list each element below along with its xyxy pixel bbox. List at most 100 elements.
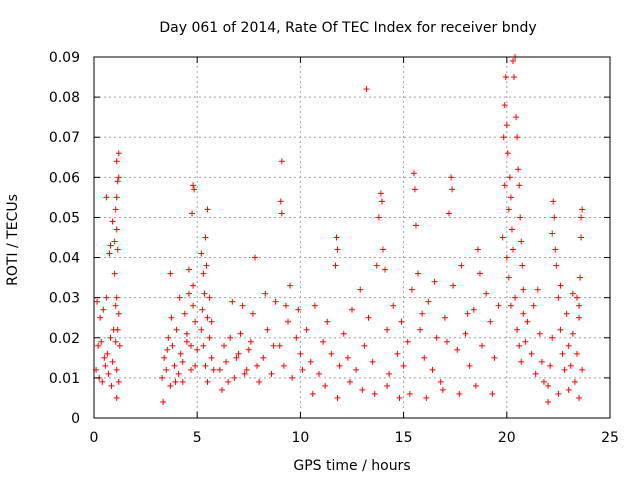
data-point bbox=[204, 314, 211, 321]
data-point bbox=[522, 338, 529, 345]
data-point bbox=[189, 210, 196, 217]
data-point bbox=[454, 346, 461, 353]
data-point bbox=[371, 390, 378, 397]
data-point bbox=[359, 386, 366, 393]
data-point bbox=[203, 262, 210, 269]
data-point bbox=[384, 382, 391, 389]
x-tick-label: 15 bbox=[395, 430, 413, 446]
data-point bbox=[297, 350, 304, 357]
data-point bbox=[333, 234, 340, 241]
data-point bbox=[550, 198, 557, 205]
data-point bbox=[264, 326, 271, 333]
data-point bbox=[95, 342, 102, 349]
data-point bbox=[320, 338, 327, 345]
data-point bbox=[199, 306, 206, 313]
data-point bbox=[307, 358, 314, 365]
data-point bbox=[489, 390, 496, 397]
data-point bbox=[221, 342, 228, 349]
data-point bbox=[194, 346, 201, 353]
data-point bbox=[103, 194, 110, 201]
data-point bbox=[419, 310, 426, 317]
data-point bbox=[97, 314, 104, 321]
data-point bbox=[518, 238, 525, 245]
data-point bbox=[406, 390, 413, 397]
data-point bbox=[165, 334, 172, 341]
data-point bbox=[357, 286, 364, 293]
data-point bbox=[386, 370, 393, 377]
data-point bbox=[109, 218, 116, 225]
data-point bbox=[559, 350, 566, 357]
data-point bbox=[577, 274, 584, 281]
data-point bbox=[509, 246, 516, 253]
data-point bbox=[375, 214, 382, 221]
data-point bbox=[552, 246, 559, 253]
data-point bbox=[479, 342, 486, 349]
data-point bbox=[160, 398, 167, 405]
y-tick-label: 0.01 bbox=[49, 371, 80, 387]
data-point bbox=[249, 310, 256, 317]
data-point bbox=[208, 318, 215, 325]
data-point bbox=[115, 378, 122, 385]
data-point bbox=[202, 362, 209, 369]
data-point bbox=[262, 290, 269, 297]
x-tick-label: 0 bbox=[90, 430, 99, 446]
data-point bbox=[208, 354, 215, 361]
data-point bbox=[517, 214, 524, 221]
data-point bbox=[538, 358, 545, 365]
data-point bbox=[425, 298, 432, 305]
data-point bbox=[303, 326, 310, 333]
data-point bbox=[390, 302, 397, 309]
data-point bbox=[289, 374, 296, 381]
data-point bbox=[190, 302, 197, 309]
data-point bbox=[334, 246, 341, 253]
data-point bbox=[293, 334, 300, 341]
data-point bbox=[243, 366, 250, 373]
data-point bbox=[545, 382, 552, 389]
data-point bbox=[500, 134, 507, 141]
data-point bbox=[578, 234, 585, 241]
data-point bbox=[94, 298, 101, 305]
data-point bbox=[113, 158, 120, 165]
data-point bbox=[245, 346, 252, 353]
data-point bbox=[309, 390, 316, 397]
data-point bbox=[167, 382, 174, 389]
data-point bbox=[344, 354, 351, 361]
data-point bbox=[511, 74, 518, 81]
data-point bbox=[400, 362, 407, 369]
data-point bbox=[280, 362, 287, 369]
data-point bbox=[462, 330, 469, 337]
data-point bbox=[183, 338, 190, 345]
data-point bbox=[200, 270, 207, 277]
data-point bbox=[569, 290, 576, 297]
data-point bbox=[277, 198, 284, 205]
data-point bbox=[287, 282, 294, 289]
data-point bbox=[98, 338, 105, 345]
data-point bbox=[113, 366, 120, 373]
data-point bbox=[276, 342, 283, 349]
data-point bbox=[501, 102, 508, 109]
data-point bbox=[114, 246, 121, 253]
y-tick-label: 0 bbox=[71, 411, 80, 427]
data-point bbox=[177, 350, 184, 357]
data-point bbox=[198, 326, 205, 333]
data-point bbox=[206, 294, 213, 301]
data-point bbox=[433, 334, 440, 341]
data-point bbox=[503, 122, 510, 129]
data-point bbox=[417, 326, 424, 333]
chart-title: Day 061 of 2014, Rate Of TEC Index for r… bbox=[159, 20, 536, 36]
data-point bbox=[185, 266, 192, 273]
data-point bbox=[254, 362, 261, 369]
data-point bbox=[115, 150, 122, 157]
data-point bbox=[571, 378, 578, 385]
data-point bbox=[565, 342, 572, 349]
data-point bbox=[204, 206, 211, 213]
data-point bbox=[107, 334, 114, 341]
data-point bbox=[394, 350, 401, 357]
data-point bbox=[204, 378, 211, 385]
data-point bbox=[429, 366, 436, 373]
data-point bbox=[270, 342, 277, 349]
data-point bbox=[109, 358, 116, 365]
data-point bbox=[278, 210, 285, 217]
data-point bbox=[502, 74, 509, 81]
data-point bbox=[103, 294, 110, 301]
